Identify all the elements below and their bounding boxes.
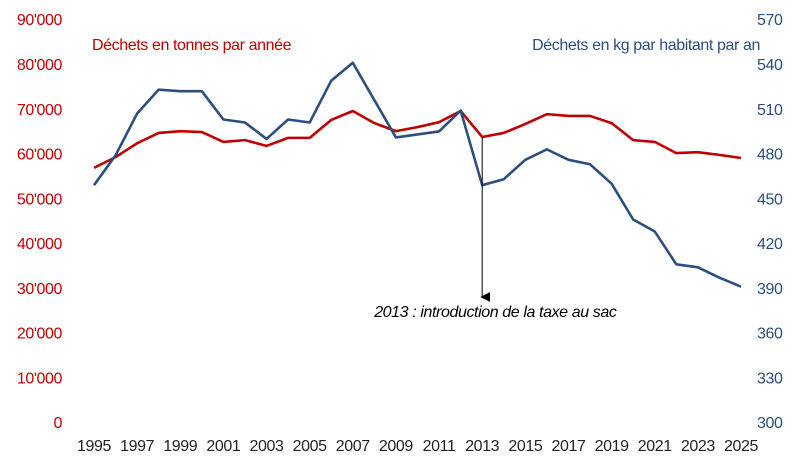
y2-tick-label: 390 [757,281,783,298]
y-tick-label: 60'000 [17,147,63,164]
y-tick-label: 80'000 [17,57,63,74]
y-tick-label: 50'000 [17,191,63,208]
x-tick-label: 1995 [77,438,111,455]
x-tick-label: 2013 [465,438,499,455]
y-tick-label: 40'000 [17,236,63,253]
y2-tick-label: 420 [757,236,783,253]
x-tick-label: 2005 [293,438,327,455]
series-label: Déchets en kg par habitant par an [532,37,760,54]
series-line [92,61,742,288]
x-tick-label: 2025 [724,438,758,455]
x-tick-label: 1997 [120,438,154,455]
y-tick-label: 70'000 [17,102,63,119]
x-tick-label: 2003 [250,438,284,455]
y2-tick-label: 540 [757,57,783,74]
y2-tick-label: 480 [757,147,783,164]
x-tick-label: 2001 [206,438,240,455]
y-tick-label: 0 [54,415,63,432]
x-tick-label: 2007 [336,438,370,455]
y2-tick-label: 450 [757,191,783,208]
y-tick-label: 20'000 [17,326,63,343]
y2-tick-label: 570 [757,12,783,29]
annotation-text: 2013 : introduction de la taxe au sac [373,304,617,321]
x-tick-label: 1999 [163,438,197,455]
x-tick-label: 2015 [508,438,542,455]
y2-tick-label: 510 [757,102,783,119]
y2-tick-label: 330 [757,370,783,387]
x-tick-label: 2023 [681,438,715,455]
y-tick-label: 30'000 [17,281,63,298]
series-label: Déchets en tonnes par année [92,37,292,54]
x-tick-label: 2017 [551,438,585,455]
x-tick-label: 2019 [595,438,629,455]
x-tick-label: 2009 [379,438,413,455]
x-tick-label: 2021 [638,438,672,455]
series-line [93,109,742,170]
x-tick-label: 2011 [423,438,456,455]
y-tick-label: 10'000 [17,370,63,387]
y2-tick-label: 300 [757,415,783,432]
y-tick-label: 90'000 [17,12,63,29]
y2-tick-label: 360 [757,326,783,343]
